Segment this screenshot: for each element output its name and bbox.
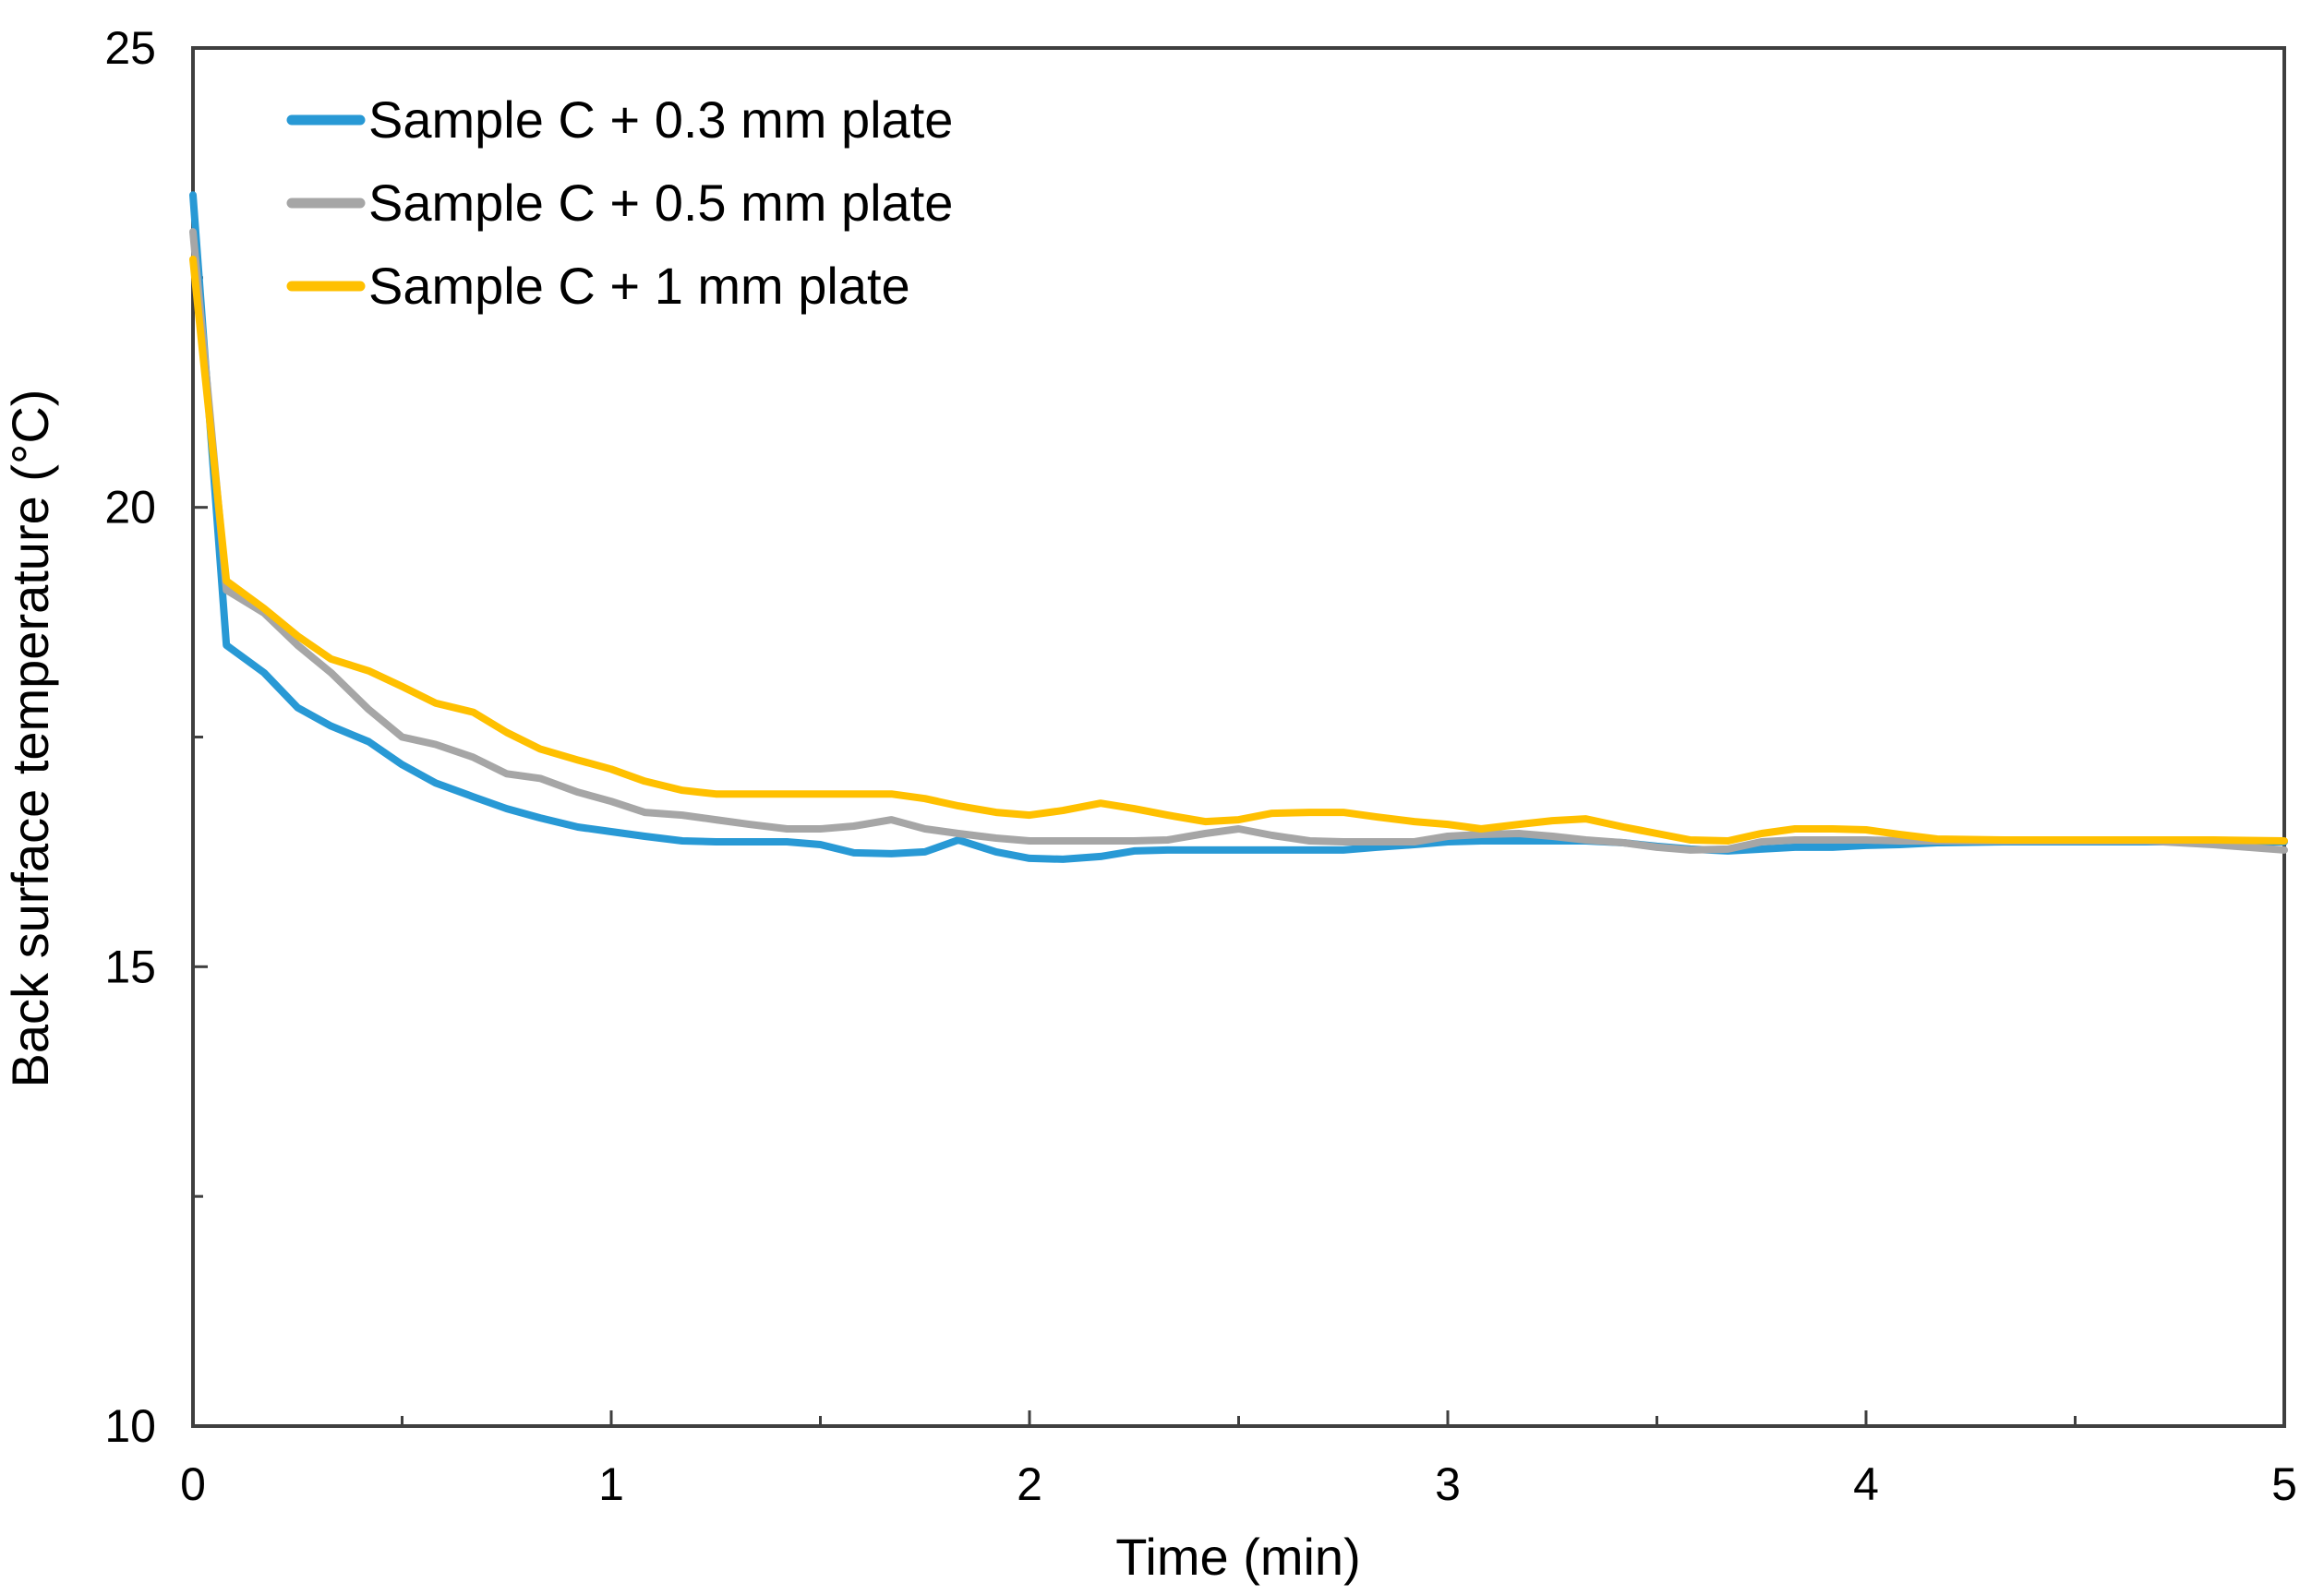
- y-axis-title: Back surface temperature (°C): [1, 390, 59, 1088]
- data-series: [189, 191, 2288, 863]
- y-tick-label: 10: [104, 1400, 156, 1452]
- legend-item: Sample C + 0.3 mm plate: [286, 90, 953, 149]
- x-tick-label: 3: [1435, 1458, 1461, 1510]
- x-tick-label: 0: [180, 1458, 206, 1510]
- y-tick-label: 20: [104, 482, 156, 534]
- plot-frame: [191, 46, 2286, 1428]
- axis-tick-labels: 0 1 2 3 4 5 10 15 20 25: [104, 22, 2297, 1510]
- legend-item: Sample C + 0.5 mm plate: [286, 174, 953, 232]
- x-tick-label: 5: [2271, 1458, 2297, 1510]
- series-line-1: [189, 228, 2288, 854]
- legend-label-0.5mm: Sample C + 0.5 mm plate: [368, 174, 953, 232]
- legend-item: Sample C + 1 mm plate: [286, 257, 910, 315]
- x-tick-label: 2: [1017, 1458, 1042, 1510]
- y-tick-label: 15: [104, 941, 156, 992]
- series-line-0: [189, 191, 2288, 863]
- axis-ticks: [191, 46, 2286, 1428]
- legend-label-1mm: Sample C + 1 mm plate: [368, 257, 910, 315]
- legend: Sample C + 0.3 mm plate Sample C + 0.5 m…: [286, 90, 953, 315]
- x-tick-label: 4: [1853, 1458, 1879, 1510]
- legend-label-0.3mm: Sample C + 0.3 mm plate: [368, 90, 953, 149]
- series-line-2: [189, 255, 2288, 845]
- x-axis-title: Time (min): [1115, 1528, 1360, 1586]
- y-tick-label: 25: [104, 22, 156, 74]
- x-tick-label: 1: [598, 1458, 624, 1510]
